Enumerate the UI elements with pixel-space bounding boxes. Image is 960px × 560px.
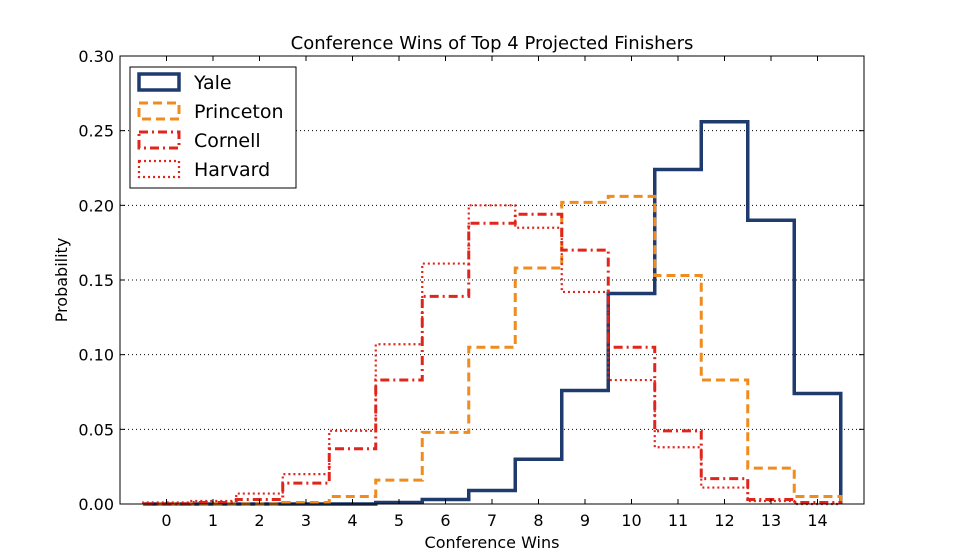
series-line-cornell xyxy=(143,212,843,506)
x-tick-label-3: 3 xyxy=(301,511,311,530)
x-tick-label-0: 0 xyxy=(161,511,171,530)
legend-label-princeton: Princeton xyxy=(194,101,284,123)
x-tick-label-1: 1 xyxy=(208,511,218,530)
legend-swatch-harvard xyxy=(137,159,181,179)
x-tick-label-12: 12 xyxy=(714,511,734,530)
x-tick-label-10: 10 xyxy=(621,511,641,530)
y-tick-label-2: 0.10 xyxy=(78,346,114,365)
x-tick-label-7: 7 xyxy=(487,511,497,530)
y-tick-label-1: 0.05 xyxy=(78,420,114,439)
y-tick-label-5: 0.25 xyxy=(78,122,114,141)
legend-label-harvard: Harvard xyxy=(194,159,270,181)
series-line-princeton xyxy=(143,194,843,506)
legend-swatch-princeton xyxy=(137,101,181,121)
axis-ticks: 0 1 2 3 4 5 6 7 8 9 10 11 12 13 140.000.050.100.150.20… xyxy=(78,47,864,530)
y-axis-label: Probability xyxy=(52,238,71,323)
x-tick-label-11: 11 xyxy=(668,511,688,530)
x-tick-label-9: 9 xyxy=(580,511,590,530)
x-tick-label-5: 5 xyxy=(394,511,404,530)
legend-box xyxy=(129,66,297,189)
x-tick-label-4: 4 xyxy=(347,511,357,530)
x-axis-label: Conference Wins xyxy=(425,533,560,552)
x-tick-label-13: 13 xyxy=(761,511,781,530)
legend-swatch-yale xyxy=(137,72,181,92)
y-tick-label-6: 0.30 xyxy=(78,47,114,66)
chart-title: Conference Wins of Top 4 Projected Finis… xyxy=(291,33,694,54)
x-tick-label-6: 6 xyxy=(440,511,450,530)
x-tick-label-14: 14 xyxy=(807,511,827,530)
y-tick-label-0: 0.00 xyxy=(78,495,114,514)
x-tick-label-2: 2 xyxy=(254,511,264,530)
legend-label-cornell: Cornell xyxy=(194,130,261,152)
legend: Yale Princeton Cornell Harvard xyxy=(129,66,297,189)
y-tick-label-4: 0.20 xyxy=(78,196,114,215)
legend-swatch-cornell xyxy=(137,130,181,150)
x-tick-label-8: 8 xyxy=(533,511,543,530)
legend-label-yale: Yale xyxy=(193,72,232,94)
y-tick-label-3: 0.15 xyxy=(78,271,114,290)
